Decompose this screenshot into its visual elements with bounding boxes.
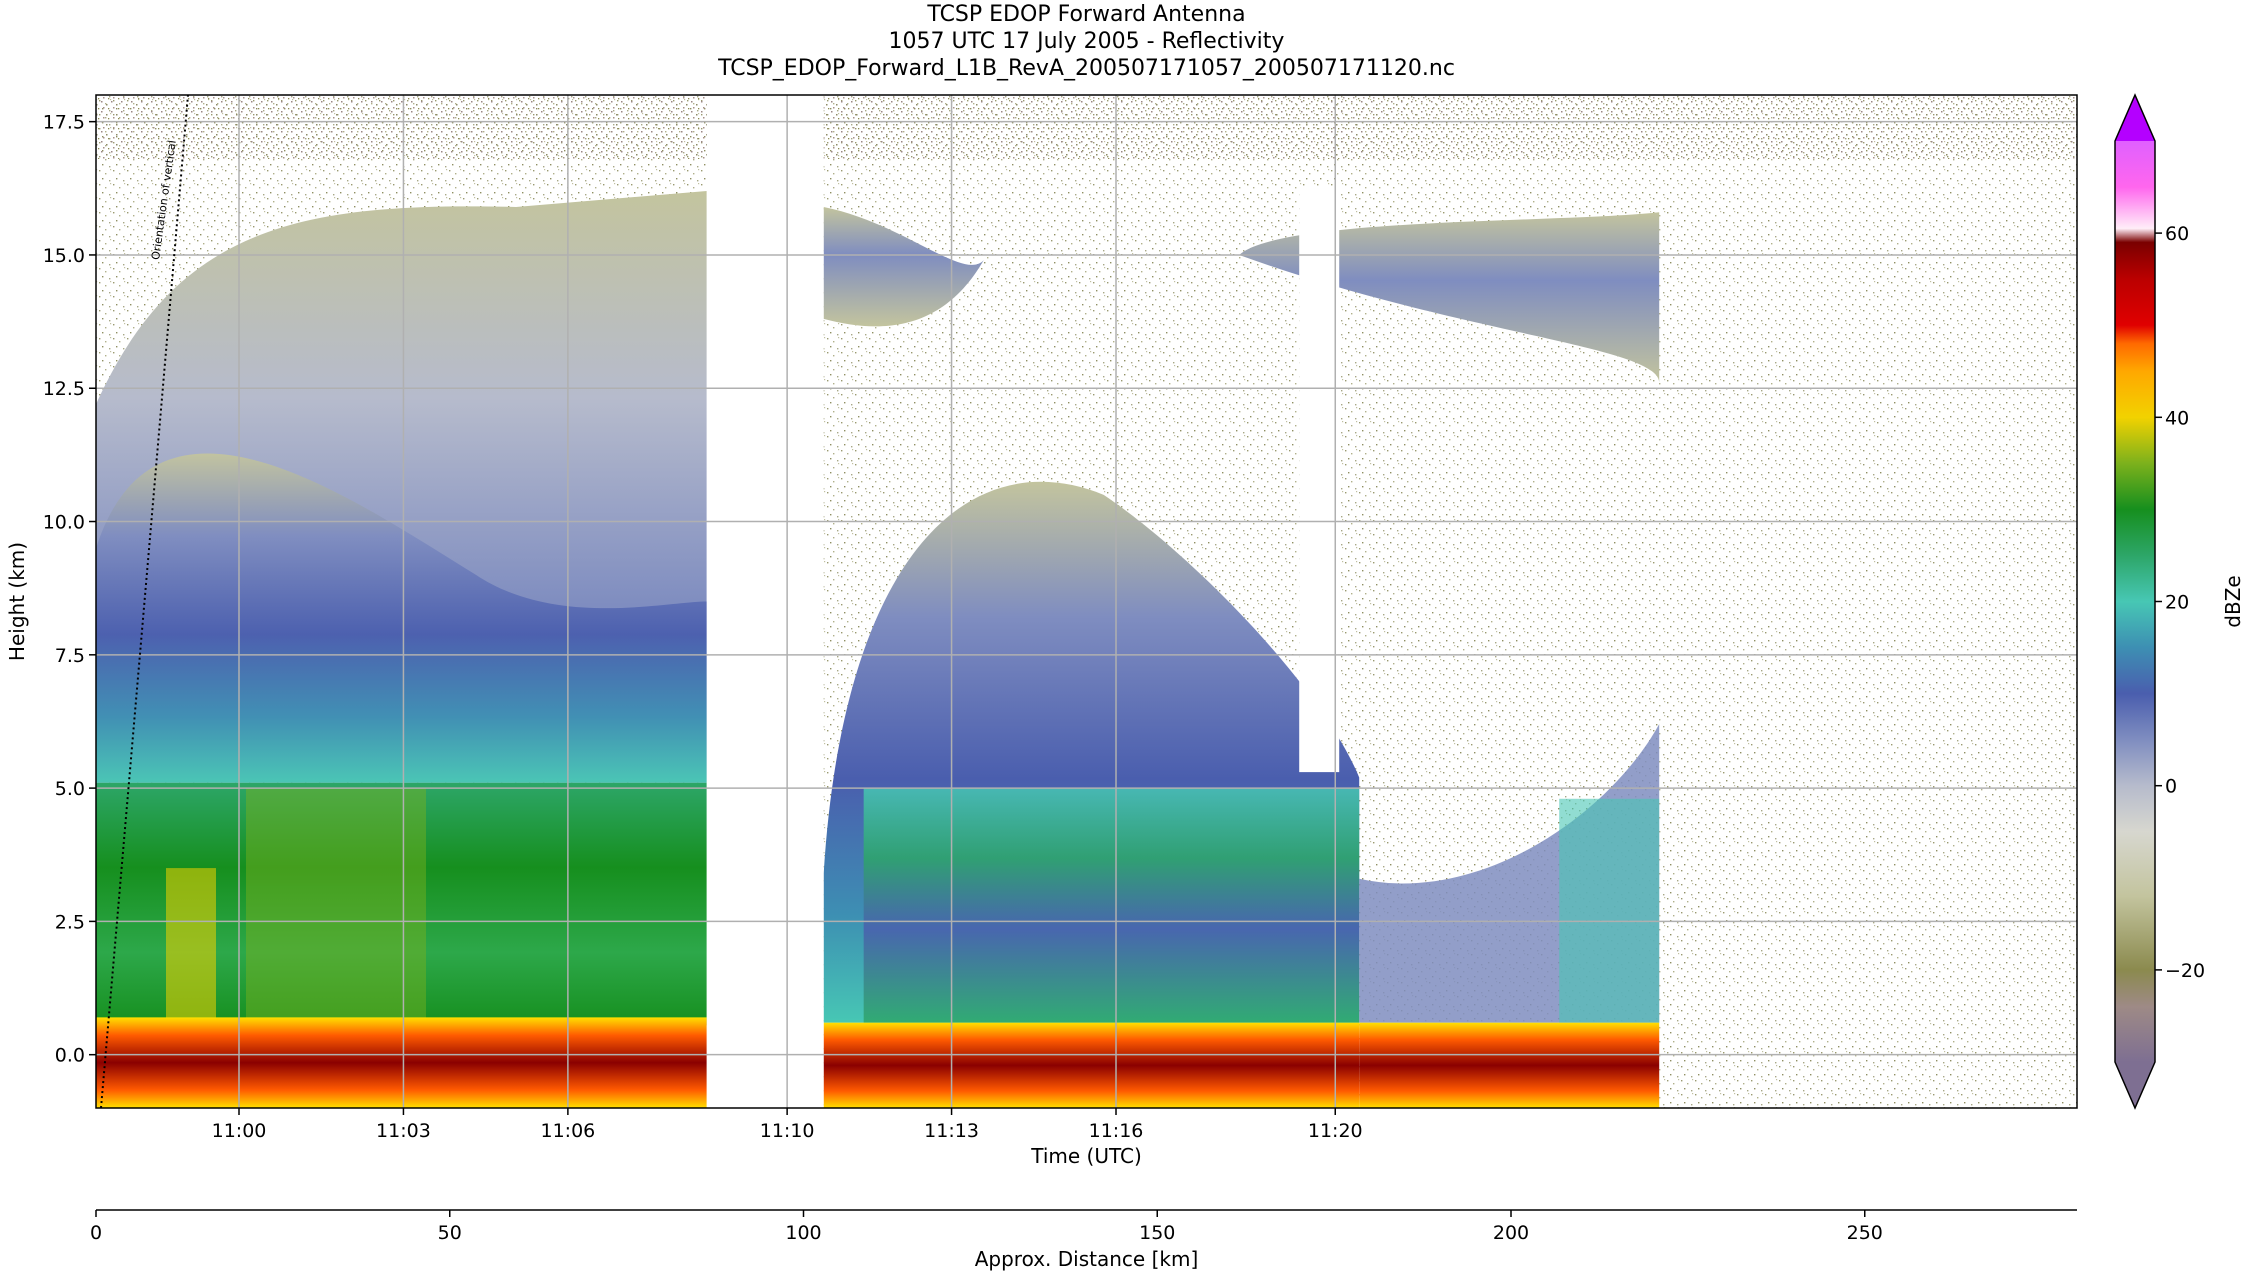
rain-core-segment-1 [246, 788, 426, 1023]
colorbar-max-extension [2115, 95, 2155, 141]
y-axis-label: Height (km) [5, 542, 29, 661]
colorbar-body [2115, 141, 2155, 1062]
x-tick-label: 11:13 [924, 1120, 979, 1142]
surface-return-segment-2 [823, 1022, 1360, 1108]
x-axis-label: Time (UTC) [1030, 1144, 1142, 1168]
colorbar-tick-label: 40 [2165, 407, 2189, 429]
y-tick-label: 15.0 [43, 245, 85, 267]
chart-title-line-1: TCSP EDOP Forward Antenna [927, 2, 1246, 27]
lowlevel-segment-2 [863, 788, 1360, 1023]
y-tick-label: 12.5 [43, 378, 85, 400]
colorbar-tick-label: 20 [2165, 592, 2189, 614]
chart-title-line-2: 1057 UTC 17 July 2005 - Reflectivity [888, 29, 1285, 54]
colorbar-label: dBZe [2221, 575, 2245, 627]
x-tick-label: 11:06 [540, 1120, 595, 1142]
reflectivity-field [96, 95, 2077, 1108]
y-tick-label: 2.5 [55, 911, 85, 933]
colorbar-outline [2114, 93, 2156, 1110]
plot-frame [95, 94, 2078, 1109]
distance-tick-label: 0 [90, 1222, 102, 1244]
y-tick-label: 5.0 [55, 778, 85, 800]
data-gap-2 [1299, 185, 1340, 773]
x-tick-label: 11:20 [1308, 1120, 1363, 1142]
distance-tick-label: 250 [1847, 1222, 1883, 1244]
rain-core-segment-3 [1559, 798, 1660, 1023]
y-tick-label: 0.0 [55, 1045, 85, 1067]
heavy-rain-core-segment-1 [166, 868, 216, 1023]
chart-title-line-3: TCSP_EDOP_Forward_L1B_RevA_200507171057_… [718, 56, 1455, 81]
y-tick-label: 7.5 [55, 645, 85, 667]
axes: 11:00 11:03 11:06 11:10 11:13 11:16 11:20 0.0 2.… [5, 94, 2078, 1271]
y-tick-label: 17.5 [43, 112, 85, 134]
midlevel-segment-1 [96, 453, 707, 783]
colorbar-min-extension [2115, 1062, 2155, 1108]
distance-axis-label: Approx. Distance [km] [975, 1247, 1199, 1271]
x-tick-label: 11:16 [1089, 1120, 1144, 1142]
data-gap-1 [706, 95, 824, 1108]
y-tick-label: 10.0 [43, 512, 85, 534]
distance-tick-label: 150 [1139, 1222, 1175, 1244]
grid-lines [96, 95, 2077, 1108]
x-tick-label: 11:03 [376, 1120, 431, 1142]
surface-return-segment-1 [96, 1017, 707, 1108]
anvil-segment-2a [823, 206, 984, 327]
colorbar: −20 0 20 40 60 dBZe [2114, 93, 2245, 1110]
x-tick-label: 11:00 [212, 1120, 267, 1142]
distance-tick-label: 100 [785, 1222, 821, 1244]
distance-tick-label: 50 [438, 1222, 462, 1244]
colorbar-tick-label: −20 [2165, 960, 2205, 982]
colorbar-tick-label: 60 [2165, 223, 2189, 245]
surface-return-segment-3 [1359, 1022, 1660, 1108]
x-tick-label: 11:10 [760, 1120, 815, 1142]
distance-tick-label: 200 [1493, 1222, 1529, 1244]
upper-noise [96, 95, 2077, 159]
colorbar-tick-label: 0 [2165, 776, 2177, 798]
